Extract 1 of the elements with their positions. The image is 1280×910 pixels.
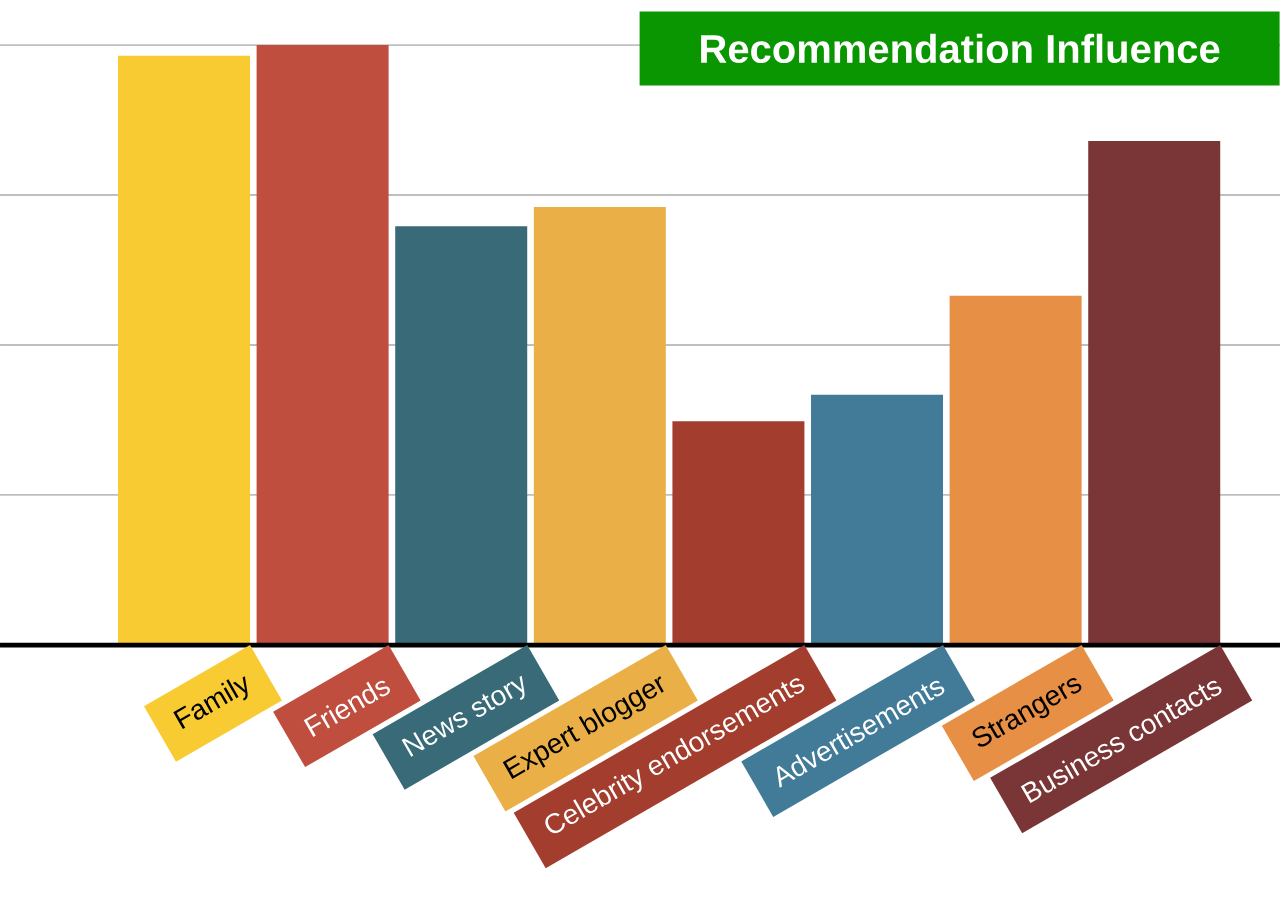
- chart-title: Recommendation Influence: [701, 33, 1220, 64]
